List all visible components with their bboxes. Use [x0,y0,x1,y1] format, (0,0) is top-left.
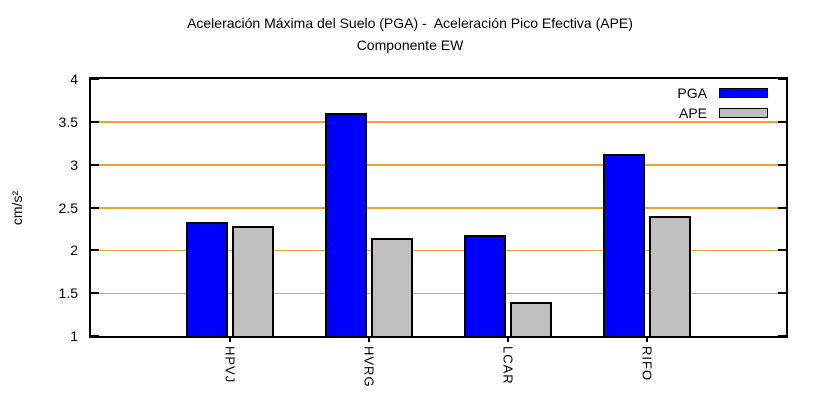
x-tick-mark [507,336,509,342]
y-tick-mark [91,120,99,123]
y-tick-mark [778,335,786,337]
y-tick-mark [91,163,99,166]
y-tick-label: 1 [70,328,78,344]
bar-pga-hpvj [186,222,228,336]
gridline-y-2.5 [91,207,786,209]
legend-label-pga: PGA [677,85,707,101]
gridline-y-3 [91,164,786,166]
y-tick-mark [91,292,99,295]
y-tick-label: 4 [70,71,78,87]
gridline-y-3.5 [91,121,786,123]
y-tick-label: 1.5 [58,285,78,302]
y-tick-label: 2 [70,242,78,259]
y-tick-mark [91,206,99,209]
legend-label-ape: APE [678,105,707,121]
y-tick-mark [91,335,99,337]
y-tick-label: 2.5 [58,199,78,216]
x-category-label-hpvj: HPVJ [222,346,238,384]
gridline-y-1.5 [91,292,786,295]
legend-item-pga: PGA [677,85,768,101]
bar-ape-hpvj [232,226,274,336]
legend: PGA APE [677,85,768,121]
y-tick-mark [91,249,99,252]
y-tick-mark [778,292,786,295]
x-tick-mark [368,336,370,342]
x-category-label-rifo: RIFO [639,346,655,382]
bar-pga-lcar [464,234,506,336]
chart-subtitle: Componente EW [356,37,464,53]
chart-title: Aceleración Máxima del Suelo (PGA) - Ace… [187,15,633,31]
bar-pga-hvrg [325,113,367,336]
y-tick-label: 3 [70,156,78,173]
bar-pga-rifo [603,154,645,336]
plot-area: PGA APE [89,77,788,338]
y-tick-mark [91,78,99,80]
y-tick-mark [778,78,786,80]
y-tick-mark [778,249,786,252]
x-tick-mark [646,336,648,342]
bar-ape-rifo [649,216,691,336]
y-tick-mark [778,120,786,123]
legend-item-ape: APE [677,105,768,121]
x-category-label-hvrg: HVRG [361,346,377,388]
y-tick-mark [778,163,786,166]
x-category-label-lcar: LCAR [500,346,516,385]
legend-swatch-ape [719,108,768,118]
bar-ape-hvrg [371,238,413,336]
y-tick-label: 3.5 [58,113,78,130]
x-tick-mark [229,336,231,342]
legend-swatch-pga [719,88,768,98]
gridline-y-2 [91,249,786,252]
bar-ape-lcar [510,301,552,336]
y-tick-mark [778,206,786,209]
title-block: Aceleración Máxima del Suelo (PGA) - Ace… [0,12,820,56]
